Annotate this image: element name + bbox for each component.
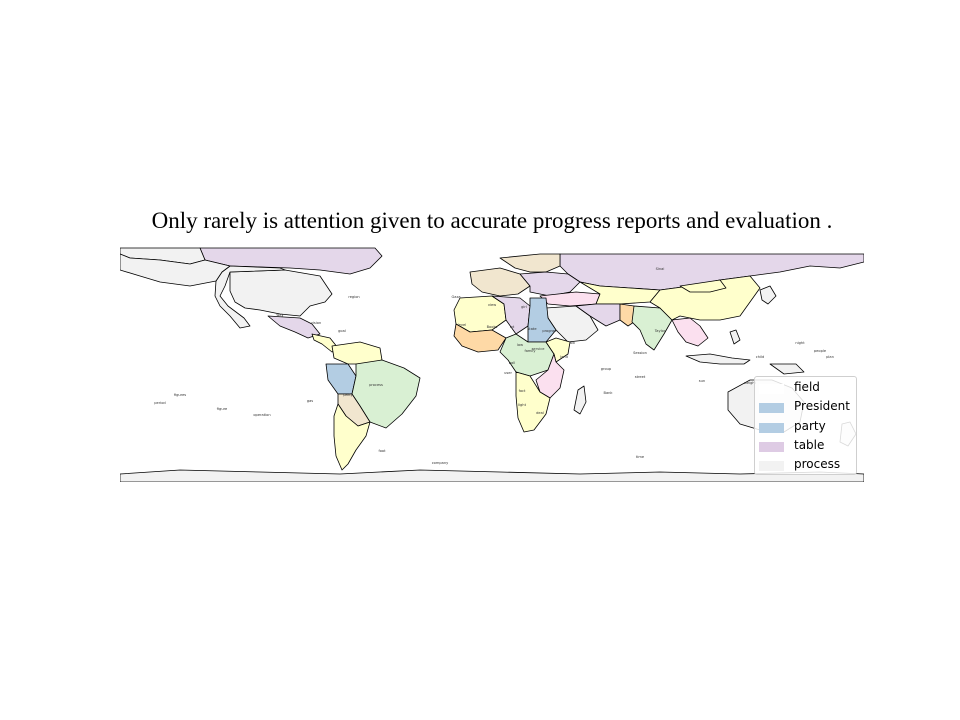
region-southeast-asia — [671, 317, 709, 347]
legend-swatch — [759, 403, 784, 414]
legend-label: table — [794, 437, 825, 452]
place-label: ball — [509, 361, 515, 365]
place-label: level — [458, 323, 467, 327]
legend-swatch — [759, 422, 784, 433]
place-label: night — [795, 341, 805, 345]
place-label: company — [432, 461, 449, 465]
region-brazil — [351, 359, 421, 429]
place-label: job — [568, 341, 575, 345]
region-argentina-chile — [333, 403, 371, 471]
region-japan — [759, 285, 777, 305]
place-label: goal — [338, 329, 346, 333]
region-europe-east — [519, 271, 581, 297]
place-label: Books — [487, 325, 498, 329]
place-label: Session — [633, 351, 647, 355]
place-label: law — [517, 343, 523, 347]
map-legend: field President party table process — [754, 376, 857, 475]
region-antarctica — [120, 469, 864, 482]
region-north-africa-mid — [491, 295, 531, 335]
world-map: region way vision goal Gaza level view girl Book… — [120, 246, 864, 482]
region-mongolia — [679, 279, 727, 293]
place-label: figures — [174, 393, 186, 397]
place-label: service — [532, 347, 546, 351]
place-label: child — [756, 355, 765, 359]
place-label: party — [343, 393, 353, 397]
place-label: lot — [510, 325, 515, 329]
legend-swatch — [759, 384, 784, 394]
place-label: weight — [744, 381, 757, 385]
place-label: foot — [378, 449, 386, 453]
place-label: Bank — [603, 391, 613, 395]
region-west-canada — [120, 253, 231, 287]
region-papua — [769, 363, 805, 375]
region-southern-africa — [515, 371, 551, 433]
region-east-africa — [535, 353, 565, 399]
place-label: fact — [519, 389, 526, 393]
legend-label: process — [794, 457, 841, 472]
place-label: time — [636, 455, 645, 459]
place-label: sun — [699, 379, 705, 383]
place-label: gas — [307, 399, 313, 403]
place-label: period — [154, 401, 165, 405]
place-label: figure — [217, 407, 228, 411]
map-title: Only rarely is attention given to accura… — [151, 208, 833, 233]
legend-label: party — [794, 418, 826, 433]
region-central-america — [311, 333, 339, 353]
place-label: street — [635, 375, 646, 379]
place-label: user — [504, 371, 512, 375]
place-label: deal — [536, 411, 544, 415]
place-label: girl — [521, 305, 527, 309]
legend-label: field — [794, 380, 820, 394]
place-label: way — [276, 313, 284, 317]
place-label: Sinai — [656, 267, 665, 271]
legend-item: party — [755, 418, 856, 437]
place-label: view — [488, 303, 496, 307]
place-label: people — [814, 349, 827, 353]
place-label: light — [518, 403, 527, 407]
legend-item: table — [755, 437, 856, 456]
place-label: vision — [311, 321, 321, 325]
place-label: region — [348, 295, 359, 299]
legend-item: President — [755, 398, 856, 417]
place-label: group — [601, 367, 612, 371]
legend-item: process — [755, 456, 856, 475]
map-labels: region way vision goal Gaza level view girl Book… — [154, 267, 834, 465]
place-label: state — [527, 327, 537, 331]
place-label: program — [542, 329, 558, 333]
place-label: process — [369, 383, 383, 387]
region-philippines — [729, 329, 741, 345]
legend-item: field — [755, 379, 856, 398]
region-scandinavia — [499, 253, 561, 273]
region-madagascar — [573, 385, 587, 415]
region-indonesia — [685, 353, 751, 365]
region-europe-west — [469, 267, 531, 297]
place-label: family — [524, 349, 536, 353]
region-west-africa — [453, 323, 507, 353]
place-label: Gaza — [451, 295, 460, 299]
region-alaska — [214, 265, 286, 329]
place-label: plan — [826, 355, 834, 359]
place-label: Taylor — [654, 329, 666, 333]
map-frame: region way vision goal Gaza level view girl Book… — [120, 246, 864, 482]
legend-label: President — [794, 399, 850, 414]
place-label: operation — [253, 413, 270, 417]
legend-swatch — [759, 461, 784, 472]
legend-swatch — [759, 441, 784, 452]
region-usa — [229, 269, 333, 317]
place-label: land — [560, 355, 568, 359]
